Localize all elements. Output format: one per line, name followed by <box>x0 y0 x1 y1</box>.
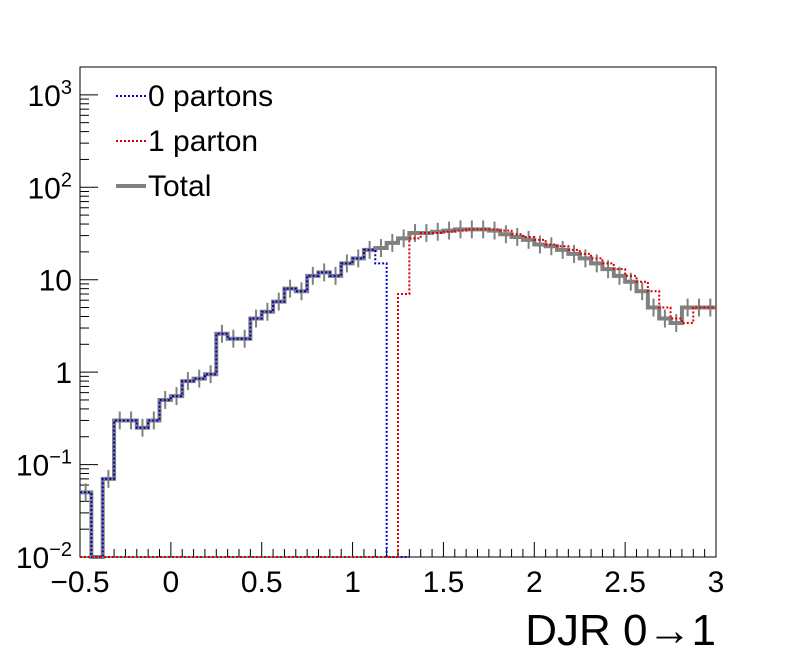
x-tick-label: 1 <box>344 566 361 599</box>
x-tick-label: −0.5 <box>50 566 109 599</box>
x-tick-label: 0 <box>163 566 180 599</box>
y-tick-label: 10 <box>39 265 72 298</box>
series-1-parton <box>80 228 716 558</box>
legend-item: 0 partons <box>116 80 273 113</box>
x-tick-label: 0.5 <box>241 566 283 599</box>
y-tick-label: 103 <box>28 77 73 113</box>
y-tick-label: 10−1 <box>16 447 72 483</box>
y-tick-label: 1 <box>55 357 72 390</box>
legend-label: Total <box>148 170 211 203</box>
legend-item: Total <box>116 170 211 203</box>
legend: 0 partons 1 parton Total <box>116 80 273 203</box>
x-axis-title: DJR 0→1 <box>525 606 716 655</box>
series-layer <box>80 220 716 559</box>
y-tick-label: 10−2 <box>16 539 72 575</box>
legend-label: 0 partons <box>148 80 273 113</box>
y-tick-label: 102 <box>28 169 73 205</box>
x-tick-labels: −0.5 0 0.5 1 1.5 2 2.5 3 <box>50 566 724 599</box>
x-tick-label: 2 <box>526 566 543 599</box>
x-tick-label: 3 <box>708 566 725 599</box>
axis-ticks <box>79 66 717 558</box>
x-tick-label: 2.5 <box>604 566 646 599</box>
series-0-partons <box>80 248 410 558</box>
x-tick-label: 1.5 <box>423 566 465 599</box>
y-tick-labels: 10−2 10−1 1 10 102 103 <box>16 77 72 575</box>
legend-label: 1 parton <box>148 125 258 158</box>
legend-item: 1 parton <box>116 125 258 158</box>
